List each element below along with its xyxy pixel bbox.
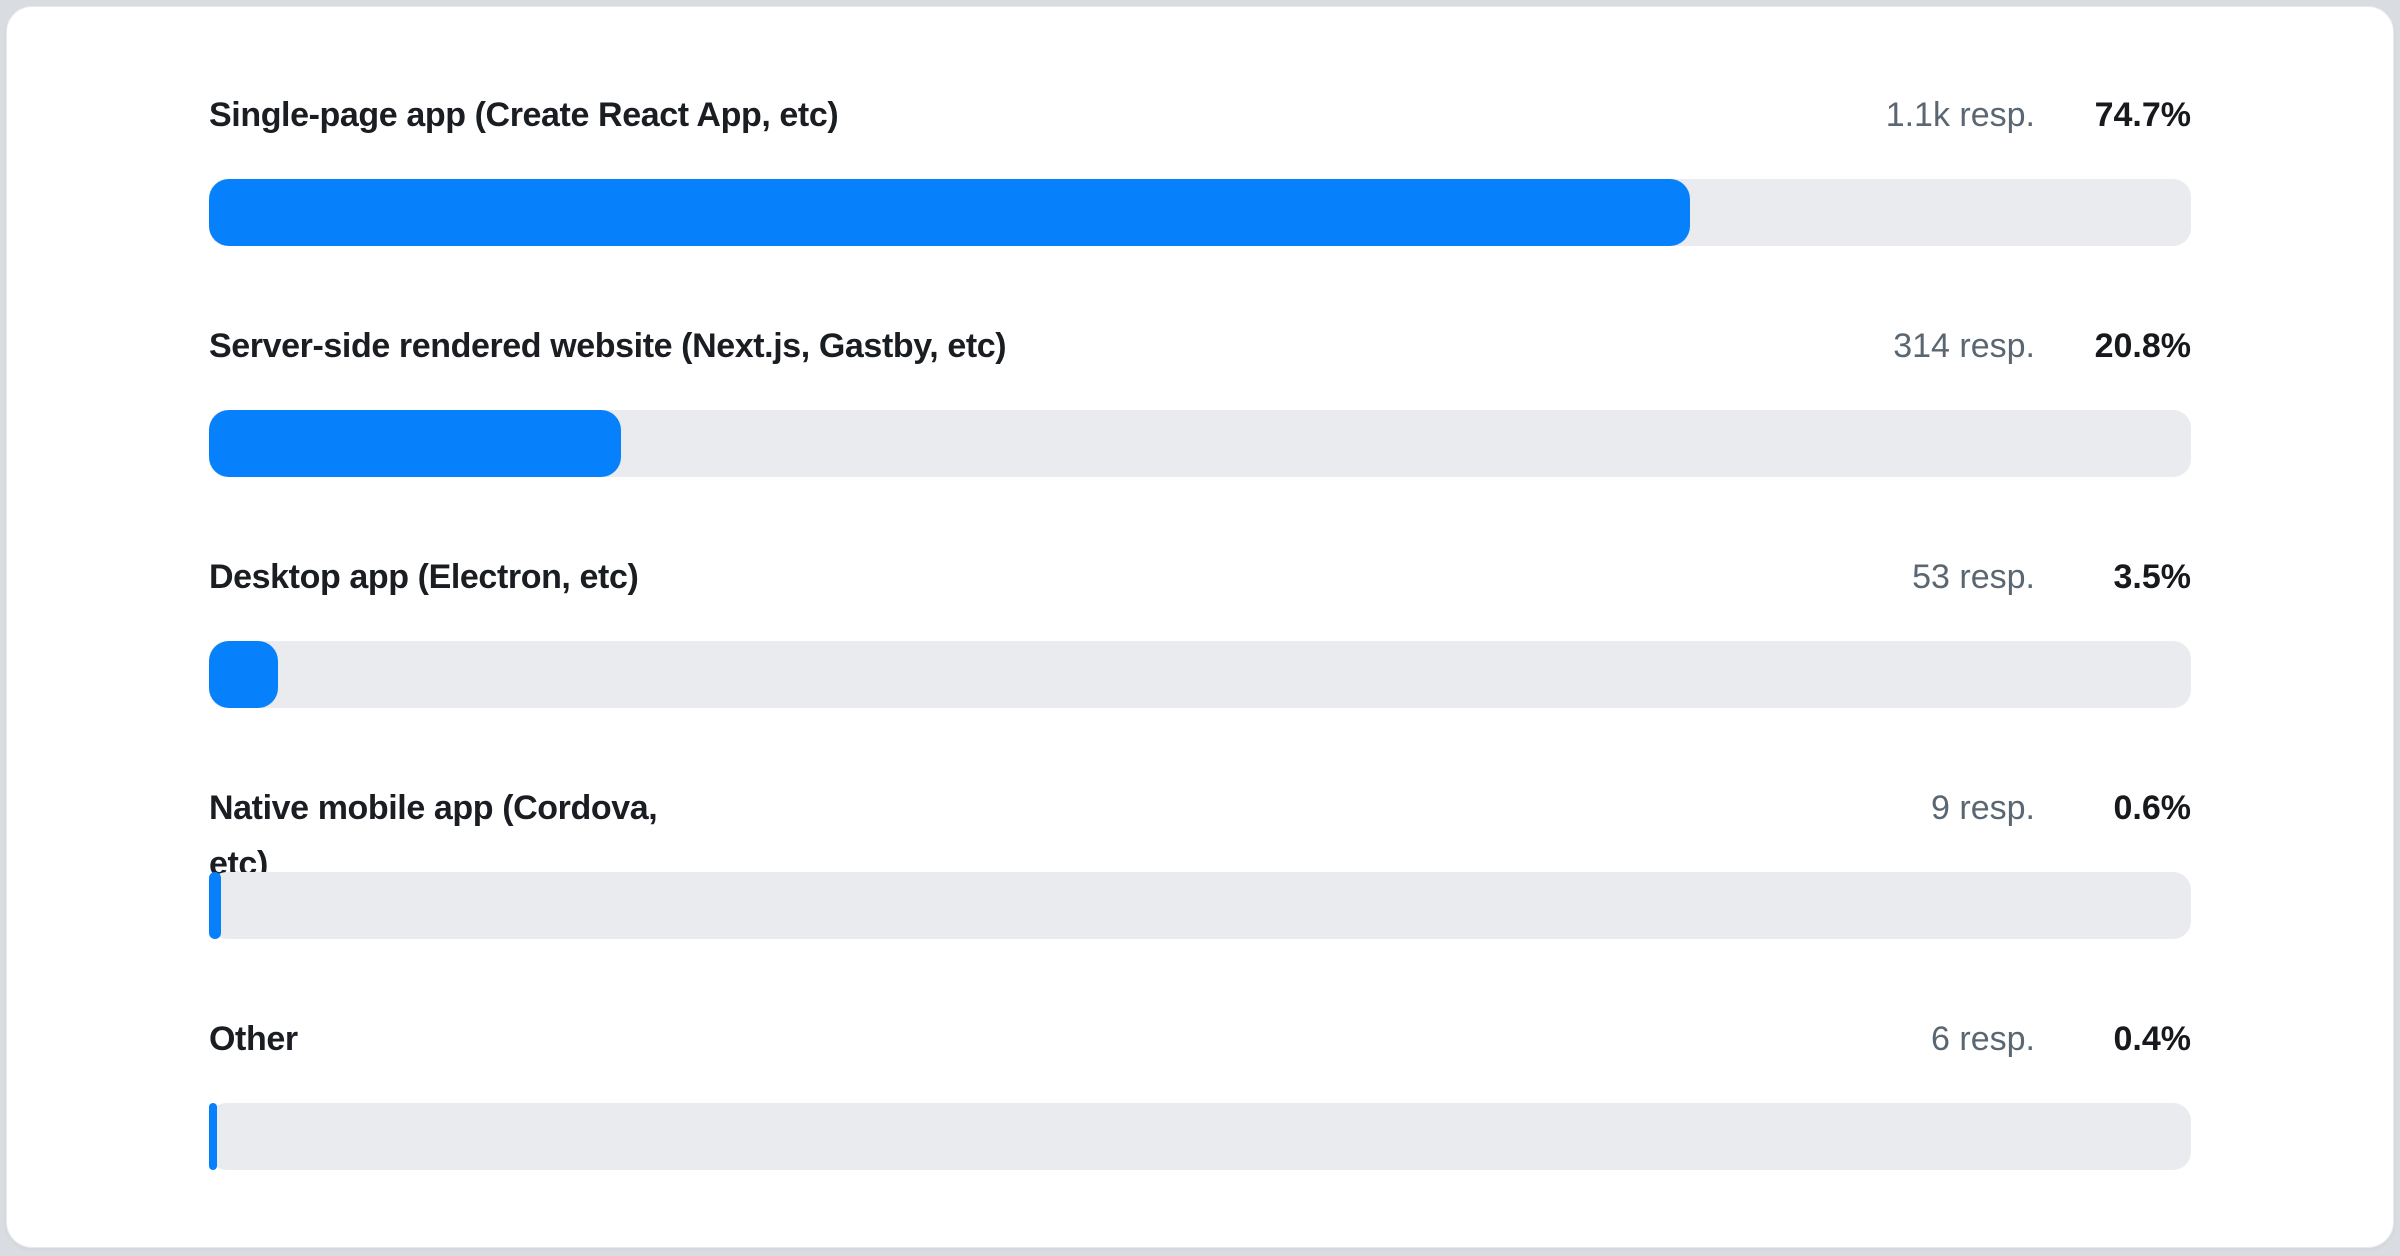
survey-row-header: Other 6 resp. 0.4% [209, 1011, 2191, 1103]
bar-fill [209, 179, 1690, 246]
survey-row-header: Native mobile app (Cordova, etc) 9 resp.… [209, 780, 2191, 883]
survey-row: Single-page app (Create React App, etc) … [209, 87, 2191, 246]
bar-track [209, 1103, 2191, 1170]
option-stats: 6 resp. 0.4% [1931, 1011, 2191, 1067]
survey-row-header: Single-page app (Create React App, etc) … [209, 87, 2191, 179]
bar-fill [209, 410, 622, 477]
survey-results-card: Single-page app (Create React App, etc) … [6, 6, 2394, 1248]
percent-value: 0.6% [2113, 789, 2192, 827]
response-count: 9 resp. [1931, 789, 2035, 827]
bar-fill [209, 1103, 217, 1170]
bar-track [209, 410, 2191, 477]
bar-track [209, 872, 2191, 939]
percent-value: 74.7% [2094, 96, 2191, 134]
survey-rows-container: Single-page app (Create React App, etc) … [7, 7, 2393, 1170]
survey-row: Other 6 resp. 0.4% [209, 1011, 2191, 1170]
survey-row-header: Desktop app (Electron, etc) 53 resp. 3.5… [209, 549, 2191, 641]
option-label: Single-page app (Create React App, etc) [209, 96, 839, 134]
option-stats: 9 resp. 0.6% [1931, 780, 2191, 836]
option-label: Desktop app (Electron, etc) [209, 558, 639, 596]
percent-value: 3.5% [2113, 558, 2192, 596]
bar-track [209, 641, 2191, 708]
bar-fill [209, 872, 221, 939]
survey-row: Desktop app (Electron, etc) 53 resp. 3.5… [209, 549, 2191, 708]
percent-value: 20.8% [2094, 327, 2191, 365]
option-stats: 1.1k resp. 74.7% [1886, 87, 2191, 143]
percent-value: 0.4% [2113, 1020, 2192, 1058]
response-count: 1.1k resp. [1885, 96, 2035, 134]
survey-row: Native mobile app (Cordova, etc) 9 resp.… [209, 780, 2191, 939]
response-count: 53 resp. [1912, 558, 2035, 596]
bar-track [209, 179, 2191, 246]
bar-fill [209, 641, 279, 708]
option-label: Server-side rendered website (Next.js, G… [209, 327, 1007, 365]
survey-row: Server-side rendered website (Next.js, G… [209, 318, 2191, 477]
option-label: Other [209, 1020, 298, 1058]
response-count: 6 resp. [1931, 1020, 2035, 1058]
response-count: 314 resp. [1893, 327, 2035, 365]
option-stats: 314 resp. 20.8% [1893, 318, 2191, 374]
option-stats: 53 resp. 3.5% [1912, 549, 2191, 605]
survey-row-header: Server-side rendered website (Next.js, G… [209, 318, 2191, 410]
